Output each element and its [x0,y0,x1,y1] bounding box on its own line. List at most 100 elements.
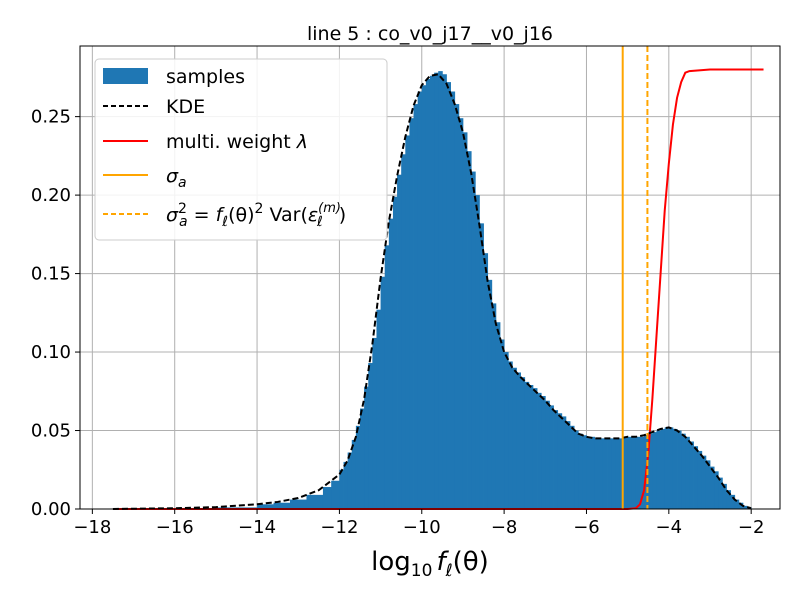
x-axis-ticks: −18 −16 −14 −12 −10 −8 −6 −4 −2 [73,509,764,538]
y-tick-label: 0.20 [31,185,71,206]
histogram-bar [652,432,657,509]
histogram-bar [520,377,526,509]
histogram-bar [355,425,361,509]
histogram-bar [619,438,624,509]
histogram-bar [635,436,641,509]
legend-label-weight: multi. weight λ [166,131,308,153]
histogram-bar [479,223,484,509]
x-axis-label-theta: (θ) [453,547,489,577]
histogram-bar [742,505,748,509]
histogram-bar [405,135,410,510]
histogram-bar [512,367,517,509]
histogram-bar [607,438,612,509]
histogram-bar [664,427,670,509]
histogram-bar [372,337,377,509]
histogram-bar [545,400,550,509]
x-tick-label: −14 [238,517,276,538]
y-tick-label: 0.25 [31,107,71,128]
histogram-bar [495,322,501,509]
y-axis-ticks: 0.00 0.05 0.10 0.15 0.20 0.25 [31,107,80,520]
histogram-bars [215,71,752,510]
histogram-bar [541,395,546,509]
variance-sigma-sup: 2 [178,201,187,217]
histogram-bar [730,494,736,509]
histogram-bar [557,413,563,509]
variance-f-sub: ℓ [221,214,228,230]
histogram-bar [401,154,406,509]
histogram-bar [343,461,349,509]
legend-label-sigma-sub: a [178,175,187,191]
variance-theta: (θ) [228,204,254,226]
histogram-bar [689,441,694,509]
histogram-bar [668,427,674,509]
histogram-bar [446,82,451,510]
histogram-bar [623,436,629,509]
histogram-bar [306,494,324,509]
histogram-bar [602,438,608,509]
histogram-bar [660,428,666,509]
histogram-bar [656,430,661,509]
variance-sigma-sub: a [179,214,188,230]
legend-box [94,58,388,241]
histogram-bar [685,436,690,509]
histogram-bar [705,460,711,509]
legend-label-kde: KDE [166,96,205,118]
histogram-bar [322,487,332,509]
histogram-bar [582,435,587,509]
histogram-bar [570,425,575,509]
histogram-bar [409,118,414,510]
histogram-bar [681,433,686,509]
histogram-bar [483,253,489,509]
histogram-bar [615,438,620,509]
x-tick-label: −2 [738,517,765,538]
histogram-bar [467,151,472,509]
histogram-bar [710,466,715,509]
x-tick-label: −12 [320,517,358,538]
x-tick-label: −16 [156,517,194,538]
histogram-bar [722,483,727,509]
histogram-bar [734,499,740,509]
histogram-bar [627,436,633,509]
series-lines [112,68,764,510]
variance-epsilon: ε [308,204,318,226]
histogram-bar [508,361,513,509]
histogram-bar [392,196,398,509]
legend-swatch-samples [103,68,148,84]
histogram-bar [598,438,604,509]
histogram-bar [590,436,596,509]
legend-label-variance: σ2 a = fℓ(θ)2 Var(ε(m) ℓ) [166,201,346,230]
histogram-bar [677,430,682,509]
histogram-bar [586,436,591,509]
variance-close: ) [339,204,346,226]
histogram-bar [290,499,307,509]
histogram-bar [384,245,390,509]
histogram-bar [397,174,402,509]
plot-frame [79,45,781,510]
histogram-bar [504,352,509,509]
histogram-bar [549,405,554,509]
histogram-bar [454,104,460,509]
histogram-bar [726,490,731,509]
histogram-bar [516,372,521,509]
variance-theta-sup: 2 [255,201,264,217]
histogram-bar [738,502,744,509]
histogram-bar [500,339,505,509]
x-tick-label: −18 [73,517,111,538]
histogram-bar [331,480,340,509]
histogram-bar [339,469,344,509]
chart-title: line 5 : co_v0_j17__v0_j16 [307,23,553,45]
histogram-bar [718,477,723,509]
y-tick-label: 0.00 [31,499,71,520]
histogram-bar [648,433,653,509]
weight-line [112,68,764,510]
histogram-bar [594,438,600,509]
histogram-bar [701,455,707,509]
histogram-bar [257,504,274,509]
x-axis-label-f-sub: ℓ [445,561,453,581]
histogram-bar [693,446,699,509]
histogram-bar [487,279,493,509]
histogram-bar [524,381,530,509]
variance-equals: = [188,204,216,226]
histogram-bar [631,436,637,509]
